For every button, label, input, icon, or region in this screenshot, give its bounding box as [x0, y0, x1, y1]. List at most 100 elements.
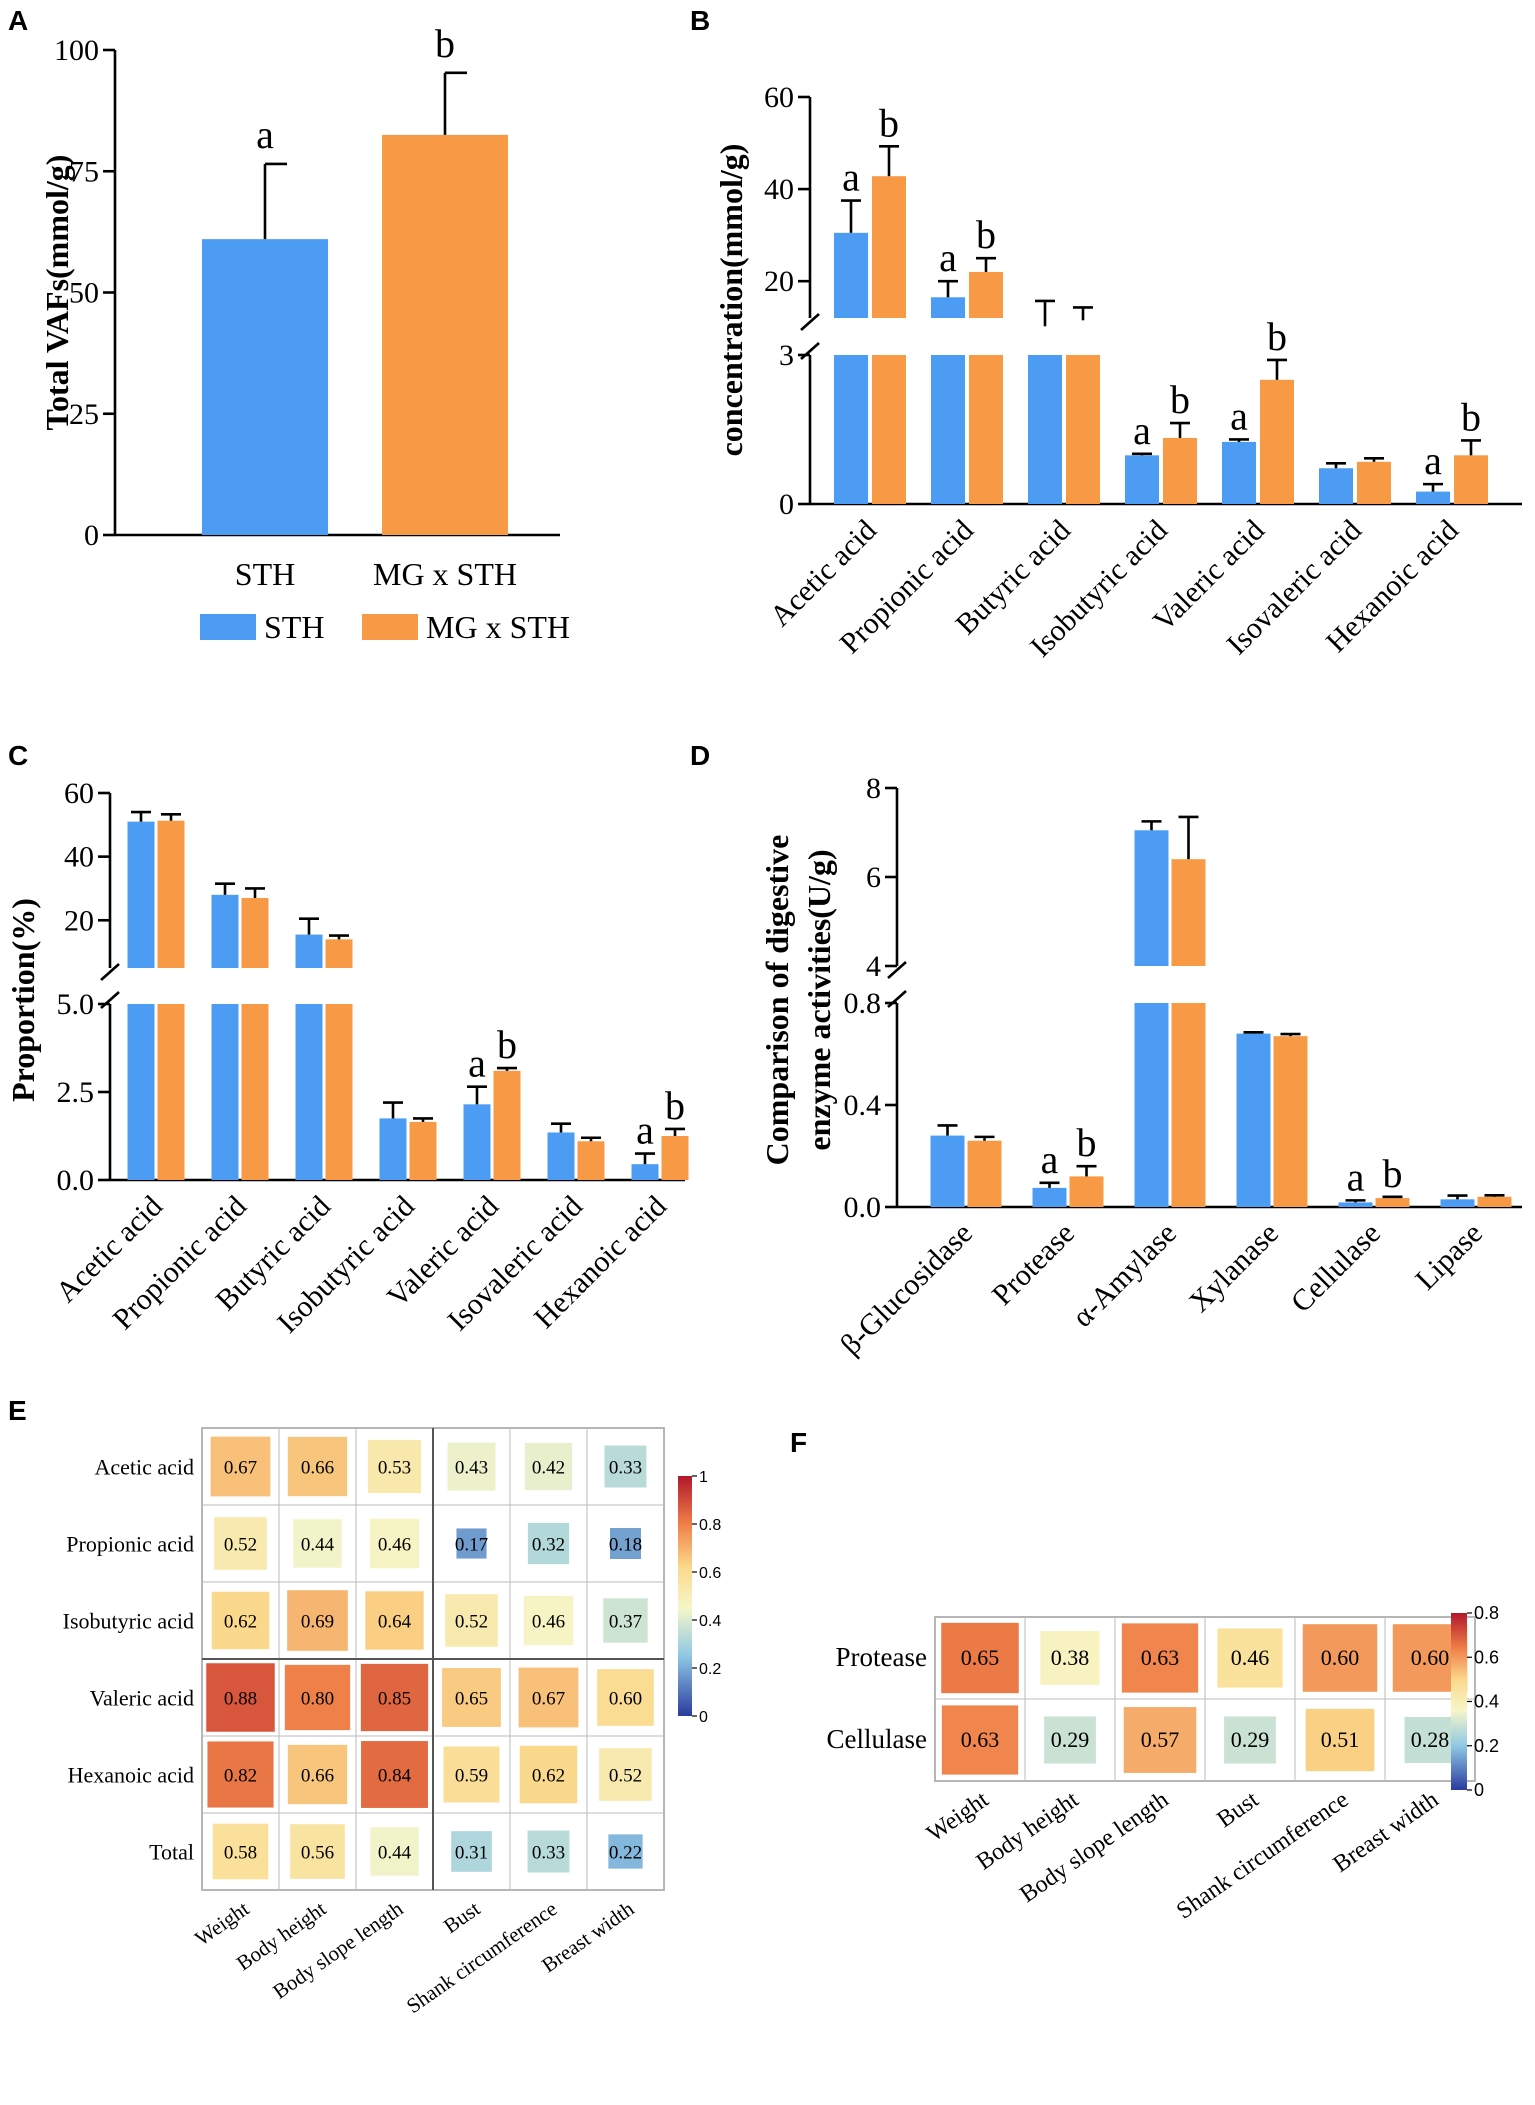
f-cell-value: 0.63 — [1141, 1645, 1180, 1670]
c-bar-upper — [295, 934, 323, 968]
c-sig-letter: b — [497, 1022, 517, 1067]
f-col-label: Bust — [1212, 1786, 1263, 1833]
b-y-tick-label: 60 — [764, 81, 794, 114]
panel-label-c: C — [8, 740, 28, 771]
c-bar — [661, 1136, 689, 1180]
c-bar — [409, 1121, 437, 1180]
c-bar-lower — [241, 1004, 269, 1180]
e-cell-square — [445, 1594, 498, 1647]
d-bar — [1236, 1033, 1271, 1207]
e-cell-value: 0.31 — [455, 1843, 488, 1864]
e-cell-square — [361, 1741, 428, 1808]
c-bar — [547, 1132, 575, 1180]
f-cell-value: 0.28 — [1411, 1727, 1450, 1752]
e-cell-value: 0.84 — [378, 1766, 412, 1787]
b-sig-letter: a — [939, 235, 957, 280]
d-category-label: β-Glucosidase — [834, 1217, 979, 1362]
f-cell-value: 0.65 — [961, 1645, 1000, 1670]
a-y-tick-label: 0 — [84, 519, 99, 552]
c-bar-upper — [241, 898, 269, 968]
e-cell-square — [608, 1834, 643, 1869]
e-row-label: Propionic acid — [66, 1532, 194, 1557]
e-row-label: Total — [149, 1840, 194, 1865]
c-sig-letter: a — [468, 1041, 486, 1086]
e-cell-value: 0.44 — [378, 1843, 412, 1864]
e-cell-value: 0.64 — [378, 1612, 412, 1633]
b-sig-letter: b — [976, 212, 996, 257]
b-sig-letter: b — [1170, 377, 1190, 422]
e-cell-value: 0.66 — [301, 1458, 334, 1479]
e-cell-value: 0.56 — [301, 1843, 334, 1864]
b-y-tick-label: 3 — [779, 339, 794, 372]
e-col-label: Bust — [439, 1896, 484, 1938]
b-bar-lower — [1066, 355, 1100, 504]
d-bar-upper — [1171, 859, 1206, 966]
b-bar-lower — [834, 355, 868, 504]
e-cell-square — [518, 1667, 579, 1728]
e-cell-square — [211, 1591, 270, 1650]
legend-swatch-sth — [200, 614, 256, 640]
e-cell-square — [214, 1517, 267, 1570]
chart-f-correlation-heatmap: Protease 0.65 0.38 0.63 0.46 0.60 0.60Cellulas… — [827, 1603, 1500, 1924]
b-bar — [1163, 437, 1197, 504]
f-col-label: Body slope length — [1015, 1787, 1173, 1908]
c-bar-lower — [211, 1004, 239, 1180]
f-cell-value: 0.63 — [961, 1727, 1000, 1752]
e-cell-square — [293, 1519, 342, 1568]
e-cell-square — [212, 1823, 269, 1880]
e-cell-square — [369, 1518, 420, 1569]
e-cell-value: 0.62 — [532, 1766, 565, 1787]
e-cell-value: 0.37 — [609, 1612, 642, 1633]
e-colorbar-tick-label: 0 — [699, 1709, 708, 1726]
d-y-axis-label-line1: Comparison of digestive — [759, 835, 795, 1166]
d-bar — [1440, 1199, 1475, 1207]
c-sig-letter: a — [636, 1108, 654, 1153]
a-y-axis-label: Total VAFs(mmol/g) — [39, 155, 75, 431]
b-y-axis-label: concentration(mmol/g) — [713, 144, 749, 457]
b-bar-upper — [834, 232, 868, 318]
f-colorbar-tick-label: 0.2 — [1474, 1736, 1499, 1756]
e-cell-value: 0.52 — [455, 1612, 488, 1633]
e-cell-value: 0.44 — [301, 1535, 335, 1556]
d-lower-break-mark — [887, 990, 907, 1008]
d-category-label: α-Amylase — [1066, 1217, 1183, 1334]
c-bar-lower — [157, 1004, 185, 1180]
e-cell-square — [523, 1595, 574, 1646]
e-colorbar-tick-label: 0.4 — [699, 1613, 721, 1630]
e-cell-square — [290, 1824, 345, 1879]
legend: STH MG x STH — [200, 609, 570, 645]
d-bar — [1477, 1196, 1512, 1207]
c-y-tick-label: 60 — [64, 777, 94, 810]
f-colorbar-tick-label: 0.6 — [1474, 1647, 1499, 1667]
c-y-tick-label: 5.0 — [57, 988, 95, 1021]
f-colorbar-tick-label: 0.4 — [1474, 1692, 1499, 1712]
d-sig-letter: a — [1041, 1137, 1059, 1182]
b-y-tick-label: 40 — [764, 173, 794, 206]
panel-label-f: F — [790, 1427, 807, 1458]
d-bar-lower — [1171, 1003, 1206, 1207]
f-cell-value: 0.60 — [1321, 1645, 1360, 1670]
b-y-tick-label: 0 — [779, 488, 794, 521]
e-cell-square — [365, 1591, 424, 1650]
e-colorbar-tick-label: 0.2 — [699, 1661, 721, 1678]
f-cell-value: 0.51 — [1321, 1727, 1360, 1752]
e-cell-value: 0.18 — [609, 1535, 642, 1556]
f-cell-value: 0.46 — [1231, 1645, 1270, 1670]
e-cell-value: 0.67 — [532, 1689, 565, 1710]
e-cell-value: 0.85 — [378, 1689, 411, 1710]
f-cell-square — [1305, 1708, 1375, 1772]
c-y-tick-label: 0.0 — [57, 1164, 95, 1197]
b-sig-letter: b — [1461, 394, 1481, 439]
d-bar — [930, 1135, 965, 1207]
e-col-label: Weight — [190, 1896, 253, 1950]
c-bar — [577, 1141, 605, 1180]
a-category-label: MG x STH — [373, 556, 517, 592]
e-col-label: Body slope length — [268, 1896, 407, 2004]
panel-label-e: E — [8, 1395, 27, 1426]
d-sig-letter: b — [1383, 1151, 1403, 1196]
d-y-axis-label-line2: enzyme activities(U/g) — [801, 849, 837, 1150]
panel-label-d: D — [690, 740, 710, 771]
e-cell-square — [447, 1442, 496, 1491]
